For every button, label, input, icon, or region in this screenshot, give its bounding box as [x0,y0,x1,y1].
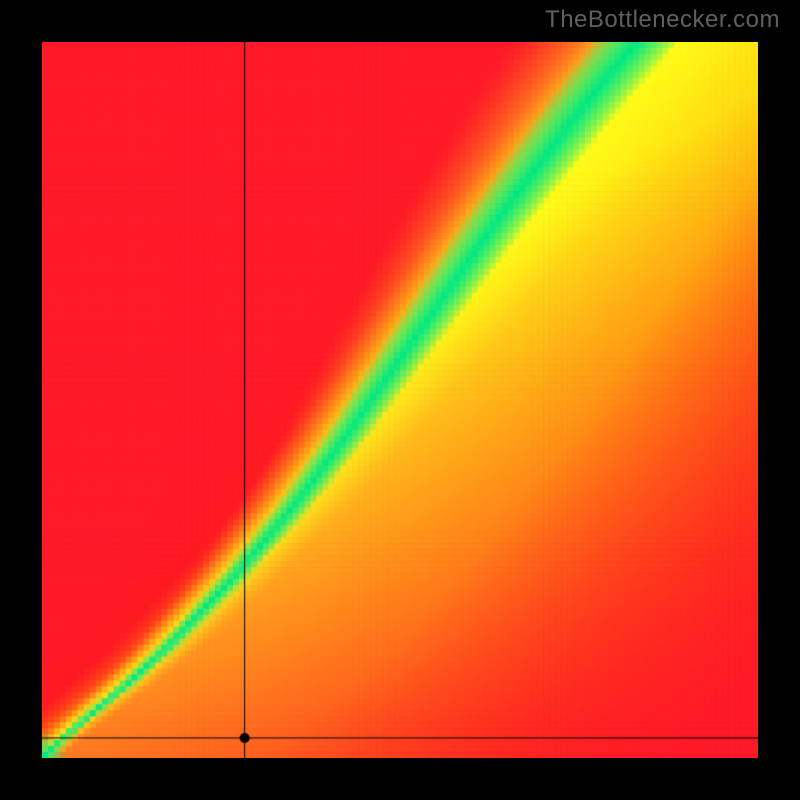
heatmap-canvas [42,42,758,758]
watermark: TheBottlenecker.com [545,6,780,34]
heatmap-plot [42,42,758,758]
chart-container: TheBottlenecker.com [0,0,800,800]
